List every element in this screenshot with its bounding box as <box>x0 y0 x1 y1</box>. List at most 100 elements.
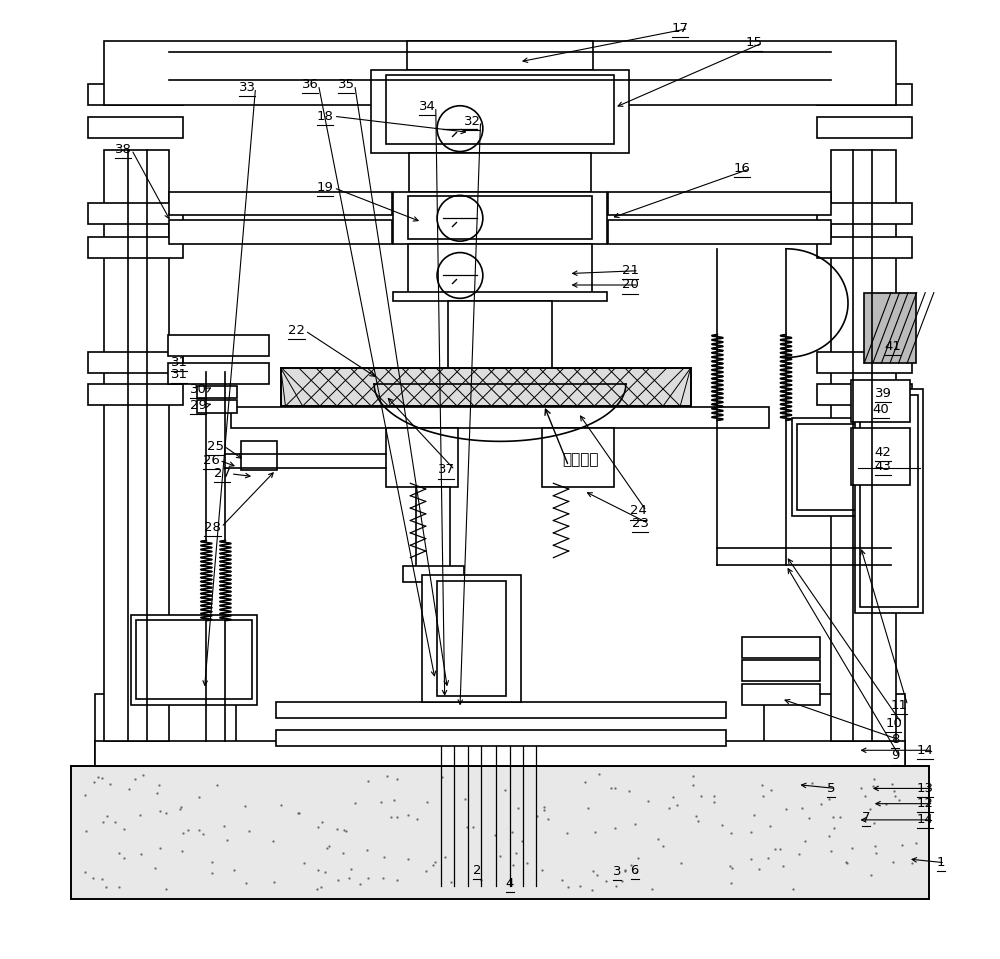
Bar <box>408 197 592 239</box>
Bar <box>817 385 912 405</box>
Text: 28: 28 <box>204 521 221 533</box>
Text: 5: 5 <box>827 782 836 795</box>
Bar <box>131 615 257 705</box>
Text: 39: 39 <box>875 387 892 400</box>
Bar <box>407 41 593 69</box>
Text: 22: 22 <box>288 324 305 338</box>
Text: 31: 31 <box>171 356 188 368</box>
Text: 35: 35 <box>338 79 355 91</box>
Bar <box>408 244 592 296</box>
Bar <box>136 620 252 699</box>
Bar <box>764 694 905 765</box>
Text: 3: 3 <box>613 865 621 877</box>
Bar <box>386 428 458 487</box>
Bar <box>817 352 912 373</box>
Bar <box>88 385 183 405</box>
Text: 29: 29 <box>190 399 207 411</box>
Bar <box>608 192 831 216</box>
Bar <box>851 428 910 485</box>
Text: 21: 21 <box>622 264 639 277</box>
Text: 8: 8 <box>891 734 899 746</box>
Bar <box>169 221 392 244</box>
Bar <box>281 368 691 406</box>
Text: 37: 37 <box>438 463 455 477</box>
Text: 23: 23 <box>632 517 649 530</box>
Bar <box>197 400 237 412</box>
Text: 13: 13 <box>917 782 934 795</box>
Bar <box>860 395 918 607</box>
Bar <box>88 352 183 373</box>
Bar <box>88 237 183 258</box>
Bar <box>864 292 916 363</box>
Text: 4: 4 <box>506 877 514 890</box>
Text: 24: 24 <box>630 504 647 518</box>
Bar <box>416 487 450 578</box>
Bar <box>542 428 614 487</box>
Bar <box>241 441 277 470</box>
Bar <box>95 740 905 765</box>
Text: 38: 38 <box>115 143 132 156</box>
Bar <box>168 363 269 385</box>
Text: 42: 42 <box>875 446 892 459</box>
Bar <box>817 237 912 258</box>
Bar <box>393 292 607 301</box>
Text: 14: 14 <box>917 813 934 827</box>
Text: 9: 9 <box>891 750 899 762</box>
Bar <box>448 301 552 383</box>
Text: 2: 2 <box>473 864 482 877</box>
Bar <box>797 424 878 510</box>
Bar <box>855 389 923 613</box>
Bar <box>817 83 912 105</box>
Bar <box>742 660 820 681</box>
Bar <box>104 150 169 740</box>
Text: 33: 33 <box>239 82 256 94</box>
Bar <box>437 580 506 696</box>
Bar <box>422 574 521 702</box>
Bar <box>276 702 726 718</box>
Bar <box>95 694 236 765</box>
Text: 7: 7 <box>862 810 871 824</box>
Text: 43: 43 <box>875 459 892 473</box>
Bar <box>104 41 896 105</box>
Text: 6: 6 <box>631 864 639 877</box>
Bar <box>403 566 464 581</box>
Text: 27: 27 <box>214 467 231 480</box>
Text: 10: 10 <box>885 717 902 730</box>
Text: 26: 26 <box>203 454 219 467</box>
Text: 32: 32 <box>464 114 481 128</box>
Text: 18: 18 <box>317 109 334 123</box>
Bar <box>231 407 769 428</box>
Bar <box>276 730 726 746</box>
Text: 1: 1 <box>937 856 945 869</box>
Bar <box>409 153 591 192</box>
Bar <box>742 684 820 705</box>
Bar <box>393 192 607 244</box>
Bar <box>831 150 896 740</box>
Bar <box>197 386 237 398</box>
Text: 封头型材: 封头型材 <box>562 452 598 467</box>
Text: 31: 31 <box>171 368 188 381</box>
Bar <box>88 83 183 105</box>
Text: 19: 19 <box>317 181 334 195</box>
Text: 34: 34 <box>419 100 436 113</box>
Bar <box>742 637 820 658</box>
Text: 20: 20 <box>622 278 639 292</box>
Bar <box>169 192 392 216</box>
Text: 17: 17 <box>672 22 689 35</box>
Bar <box>71 765 929 899</box>
Bar <box>792 418 883 516</box>
Bar <box>88 117 183 138</box>
Text: 14: 14 <box>917 744 934 757</box>
Bar <box>851 381 910 422</box>
Text: 41: 41 <box>884 339 901 353</box>
Bar <box>817 117 912 138</box>
Bar <box>386 75 614 144</box>
Text: 40: 40 <box>873 404 890 416</box>
Text: 36: 36 <box>302 79 319 91</box>
Text: 15: 15 <box>746 36 763 49</box>
Text: 30: 30 <box>190 384 207 396</box>
Text: 16: 16 <box>734 162 750 175</box>
Bar <box>88 203 183 224</box>
Text: 25: 25 <box>207 439 224 453</box>
Text: 11: 11 <box>891 699 908 712</box>
